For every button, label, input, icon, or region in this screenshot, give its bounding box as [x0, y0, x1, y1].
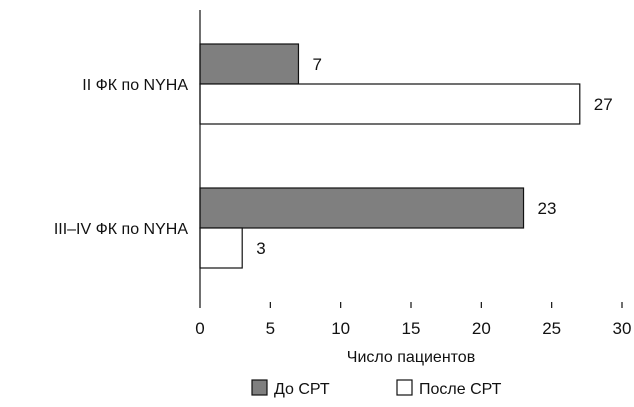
x-tick-label-5: 25 [542, 319, 561, 338]
axes-layer: II ФК по NYHA III–IV ФК по NYHA 0 5 10 15 20 25… [54, 10, 632, 366]
x-tick-label-6: 30 [613, 319, 632, 338]
legend: До СРТ После СРТ [251, 379, 502, 398]
x-axis-title: Число пациентов [347, 349, 475, 366]
legend-label-0: До СРТ [274, 381, 330, 398]
value-label-after-0: 27 [594, 95, 613, 114]
value-labels-layer: 7 27 23 3 [256, 55, 613, 258]
x-tick-label-3: 15 [402, 319, 421, 338]
legend-swatch-1 [396, 379, 413, 396]
x-tick-label-0: 0 [195, 319, 204, 338]
value-label-before-1: 23 [538, 199, 557, 218]
value-label-after-1: 3 [256, 239, 265, 258]
legend-label-1: После СРТ [419, 381, 502, 398]
bar-before-1 [199, 187, 525, 229]
bar-after-0 [199, 83, 581, 125]
bars-layer [199, 43, 581, 269]
legend-swatch-0 [251, 379, 268, 396]
x-tick-label-1: 5 [266, 319, 275, 338]
bar-before-0 [199, 43, 300, 85]
category-label-1: III–IV ФК по NYHA [54, 221, 189, 238]
x-tick-label-4: 20 [472, 319, 491, 338]
category-label-0: II ФК по NYHA [82, 77, 188, 94]
value-label-before-0: 7 [312, 55, 321, 74]
x-tick-label-2: 10 [331, 319, 350, 338]
bar-after-1 [199, 227, 243, 269]
